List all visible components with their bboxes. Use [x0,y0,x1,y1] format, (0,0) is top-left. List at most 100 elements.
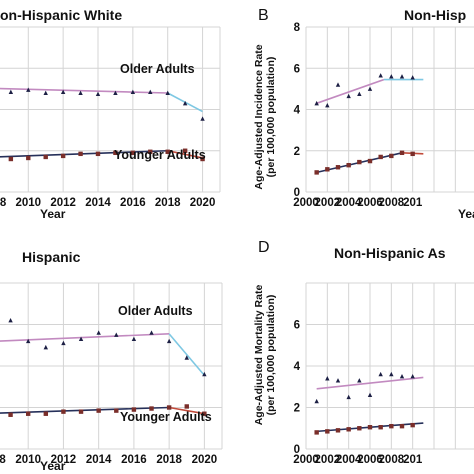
panel-d-younger-adults-point [410,422,415,428]
panel-b-y-axis-label-line2: (per 100,000 population) [265,57,277,178]
panel-b-younger-adults-point [325,167,330,172]
panel-d-x-tick-label: 201 [403,454,423,466]
panel-a-older-adults-point [95,91,101,97]
panel-c-older-adults-point [184,355,189,360]
panel-d-younger-adults-point [314,430,319,435]
panel-b-younger-adults-point [346,162,351,168]
panel-a-title: on-Hispanic White [0,7,122,23]
panel-c-younger-adults-point [131,407,137,412]
panel-b-x-tick-label: 201 [403,197,423,209]
panel-c-older-adults-point [43,344,49,350]
panel-d-younger-adults-point [335,428,341,433]
panel-d-younger-adults-point [367,425,373,430]
panel-b-older-adults-point [378,73,383,78]
panel-a-younger-adults-point [165,149,170,154]
panel-c-younger-adults-point [8,412,13,417]
panel-b-y-tick-label: 4 [294,105,301,117]
panel-d-older-adults-point [314,398,319,404]
panel-a-x-tick-label: 2014 [85,197,111,209]
panel-b-younger-adults-point [335,165,341,170]
panel-c-younger-adults-point [78,409,84,414]
panel-b-younger-adults-point [378,154,383,160]
panel-d-older-adults-point [378,371,383,377]
panel-b-older-adults-point [346,93,351,99]
panel-d-non-hispanic-asian: D Non-Hispanic As Age-Adjusted Mortality… [253,239,474,466]
panel-c-older-adults-point [78,336,84,342]
panel-b-y-tick-label: 2 [294,146,300,158]
panel-d-y-axis-label-line1: Age-Adjusted Mortality Rate [253,285,265,426]
panel-d-title: Non-Hispanic As [334,245,446,261]
panel-a-older-adults-point [200,116,205,121]
panel-b-x-tick-label: 2006 [357,197,383,209]
panel-b-older-adults-point [357,91,362,97]
panel-a-younger-adults-point [8,156,14,162]
panel-d-older-adults-point [389,371,394,377]
panel-d-x-tick-label: 2000 [293,454,319,466]
panel-d-younger-adults-point [325,429,330,434]
panel-c-hispanic: Hispanic Older Adults Younger Adults 200… [0,249,223,473]
panel-d-older-adults-point [357,378,362,383]
panel-c-older-adults-point [25,338,31,344]
panel-c-younger-adults-point [149,406,154,411]
panel-b-x-tick-label: 2002 [315,197,341,209]
panel-a-older-adults-point [182,100,188,106]
panel-b-marks [314,73,424,175]
panel-d-x-tick-label: 2004 [336,454,362,466]
panel-a-younger-adults-point [43,154,48,160]
panel-d-y-tick-label: 6 [294,320,300,332]
panel-a-older-adults-point [60,89,66,94]
panel-d-y-tick-labels: 0 2 4 6 [294,320,301,457]
panel-b-younger-adults-point [357,159,362,165]
panel-b-y-tick-label: 8 [294,22,301,34]
panel-b-older-adults-point [335,82,341,87]
panel-a-non-hispanic-white: on-Hispanic White Older Adults Younger A… [0,7,221,221]
panel-b-letter: B [258,7,269,24]
panel-c-older-adults-point [202,371,207,377]
panel-a-younger-adults-point [113,150,118,156]
panel-a-older-adults-point [8,89,14,94]
panel-c-x-tick-label: 2010 [15,454,41,466]
panel-c-x-axis-label: Year [40,459,66,473]
panel-c-older-adults-trend-1 [168,333,205,376]
panel-a-older-adults-point [26,87,31,92]
panel-a-x-tick-label: 2020 [190,197,216,209]
panel-b-older-adults-point [399,74,405,79]
panel-a-x-tick-label: 2008 [0,197,7,209]
panel-b-y-tick-labels: 0 2 4 6 8 [294,22,301,199]
panel-d-y-tick-label: 2 [294,403,300,415]
panel-b-older-adults-point [314,100,319,106]
panel-a-older-adults-point [43,90,48,95]
panel-d-older-adults-point [335,378,341,383]
panel-c-younger-adults-point [96,408,101,413]
panel-b-x-tick-label: 2004 [336,197,362,209]
panel-d-x-tick-label: 2002 [315,454,341,466]
panel-c-older-adults-point [149,330,154,335]
panel-a-younger-adults-point [95,151,101,157]
panel-a-x-tick-label: 2012 [50,197,76,209]
panel-c-x-tick-label: 2008 [0,454,6,466]
panel-a-older-adults-point [148,89,153,94]
panel-c-x-tick-label: 2012 [51,454,77,466]
panel-c-x-tick-label: 2020 [192,454,218,466]
panel-c-older-adults-point [61,340,66,346]
panel-d-younger-adults-point [357,426,362,431]
panel-c-marks [0,317,207,417]
panel-c-x-tick-label: 2014 [86,454,112,466]
panel-d-x-tick-label: 2008 [379,454,405,466]
panel-c-younger-adults-point [114,408,119,413]
panel-b-younger-adults-point [389,153,394,159]
panel-c-x-tick-labels: 2008 2010 2012 2014 2016 2018 2020 [0,454,217,466]
panel-d-older-adults-trend-0 [316,376,424,390]
panel-a-younger-adults-point [200,156,205,162]
panel-a-gridlines [0,26,221,193]
panel-d-younger-adults-point [389,423,394,429]
panel-c-x-tick-label: 2018 [156,454,182,466]
panel-b-title: Non-Hisp [404,7,466,23]
panel-d-letter: D [258,239,270,256]
panel-a-x-tick-labels: 2008 2010 2012 2014 2016 2018 2020 [0,197,215,209]
panel-b-y-axis-label-line1: Age-Adjusted Incidence Rate [253,44,265,189]
panel-d-y-axis-label: Age-Adjusted Mortality Rate (per 100,000… [253,285,277,426]
panel-a-older-adults-trend-0 [0,87,168,94]
